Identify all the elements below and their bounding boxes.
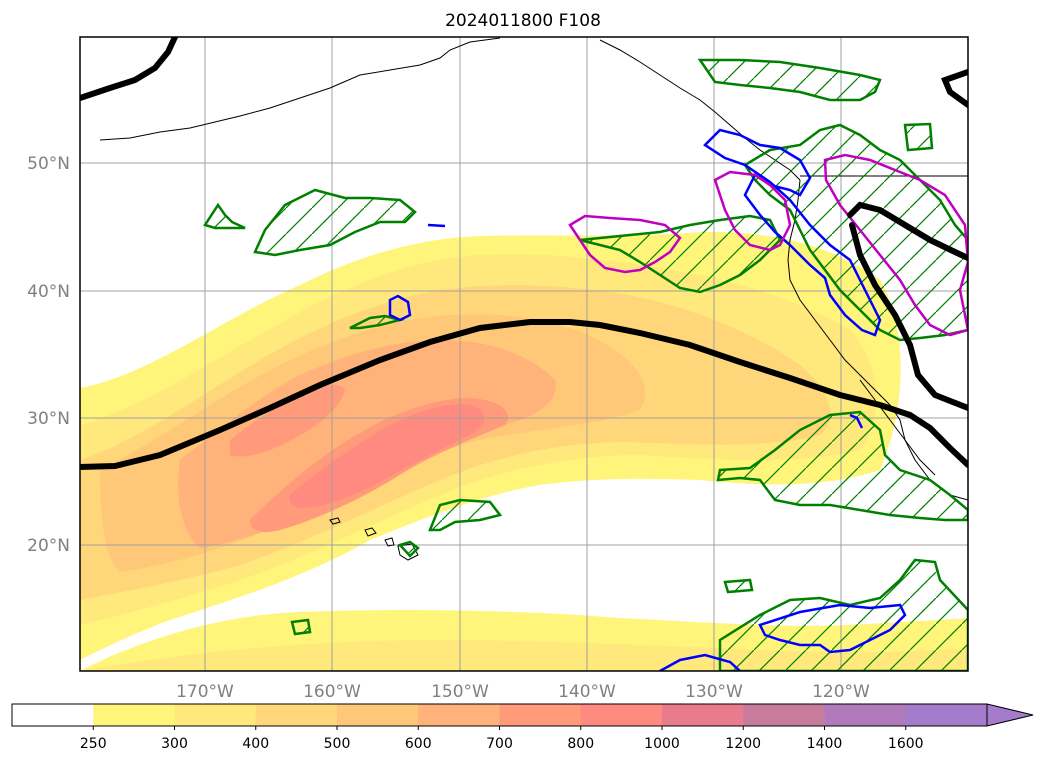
colorbar-segment xyxy=(255,704,338,726)
colorbar-segment xyxy=(824,704,907,726)
colorbar-segment xyxy=(93,704,175,726)
green-contour-east-edge xyxy=(903,122,934,152)
lat-label: 50°N xyxy=(27,154,70,174)
green-contour-tiny-2 xyxy=(290,618,312,636)
jet-axis-ridge xyxy=(847,201,968,261)
colorbar: 250 300 400 500 600 700 800 1000 1200 1400 1600 xyxy=(11,703,1034,752)
colorbar-tick-label: 300 xyxy=(161,736,188,752)
longitude-labels: 170°W 160°W 150°W 140°W 130°W 120°W xyxy=(176,682,870,702)
latitude-labels: 50°N 40°N 30°N 20°N xyxy=(27,154,70,556)
lon-label: 120°W xyxy=(812,682,870,702)
colorbar-tick-label: 400 xyxy=(242,736,269,752)
colorbar-tick-label: 1000 xyxy=(644,736,680,752)
colorbar-tick-label: 600 xyxy=(405,736,432,752)
colorbar-tick-label: 800 xyxy=(567,736,594,752)
alaska-aleutian-coast xyxy=(99,37,501,141)
blue-contour-south-1 xyxy=(659,653,741,671)
colorbar-tick-label: 500 xyxy=(324,736,351,752)
green-contour-gulf-alaska xyxy=(697,58,882,102)
green-contour-subtropic xyxy=(428,498,503,532)
colorbar-extend-arrow xyxy=(986,703,1034,727)
blue-contour-ca xyxy=(849,413,864,429)
hawaii-island-1 xyxy=(329,517,341,525)
colorbar-segment xyxy=(499,704,582,726)
green-contour-north-pacific xyxy=(253,188,417,257)
magenta-hatched-contours xyxy=(568,153,968,337)
lon-label: 150°W xyxy=(431,682,489,702)
baja-coast xyxy=(859,379,936,476)
colorbar-tick-label: 1400 xyxy=(807,736,843,752)
blue-contour-south-2 xyxy=(758,603,907,654)
blue-contours xyxy=(388,128,907,671)
green-contour-sw-us xyxy=(716,410,968,522)
lat-label: 40°N xyxy=(27,282,70,302)
colorbar-segment xyxy=(174,704,257,726)
lon-label: 160°W xyxy=(303,682,361,702)
colorbar-segment xyxy=(662,704,744,726)
jet-axis xyxy=(80,37,968,470)
jet-axis-trough xyxy=(849,222,968,411)
magenta-contour-ne-pacific xyxy=(568,214,682,274)
lon-label: 170°W xyxy=(176,682,234,702)
colorbar-segment xyxy=(12,704,94,726)
blue-contour-mid-pacific xyxy=(388,294,412,322)
hawaii-island-2 xyxy=(364,527,377,537)
lon-label: 140°W xyxy=(558,682,616,702)
colorbar-segment xyxy=(905,704,988,726)
map-title: 2024011800 F108 xyxy=(445,11,601,31)
green-contour-small-west xyxy=(203,202,246,230)
magenta-contour-pnw-1 xyxy=(713,170,792,252)
colorbar-tick-label: 1200 xyxy=(725,736,761,752)
colorbar-segment xyxy=(580,704,663,726)
colorbar-tick-label: 250 xyxy=(80,736,107,752)
colorbar-segment xyxy=(337,704,419,726)
west-coast-na xyxy=(787,179,968,501)
lat-label: 20°N xyxy=(27,536,70,556)
colorbar-tick-label: 700 xyxy=(486,736,513,752)
lat-label: 30°N xyxy=(27,409,70,429)
colorbar-segment xyxy=(743,704,825,726)
blue-contour-dash-1 xyxy=(427,223,446,228)
jet-axis-ne xyxy=(941,69,968,108)
map-area xyxy=(80,37,968,671)
green-contour-ne-pacific xyxy=(579,214,782,294)
map-frame xyxy=(79,36,969,672)
colorbar-segment xyxy=(418,704,500,726)
green-contour-se xyxy=(718,558,968,671)
magenta-contour-pnw-2 xyxy=(823,153,968,337)
blue-contour-pnw xyxy=(703,128,882,337)
lon-label: 130°W xyxy=(685,682,743,702)
jet-axis-nw xyxy=(80,37,178,101)
green-contour-tiny-1 xyxy=(397,540,420,558)
hawaii-island-3 xyxy=(384,537,395,547)
ivt-fill-800 xyxy=(289,404,485,508)
colorbar-tick-label: 1600 xyxy=(888,736,924,752)
green-contour-south xyxy=(723,578,754,594)
jet-axis-main xyxy=(80,319,968,470)
